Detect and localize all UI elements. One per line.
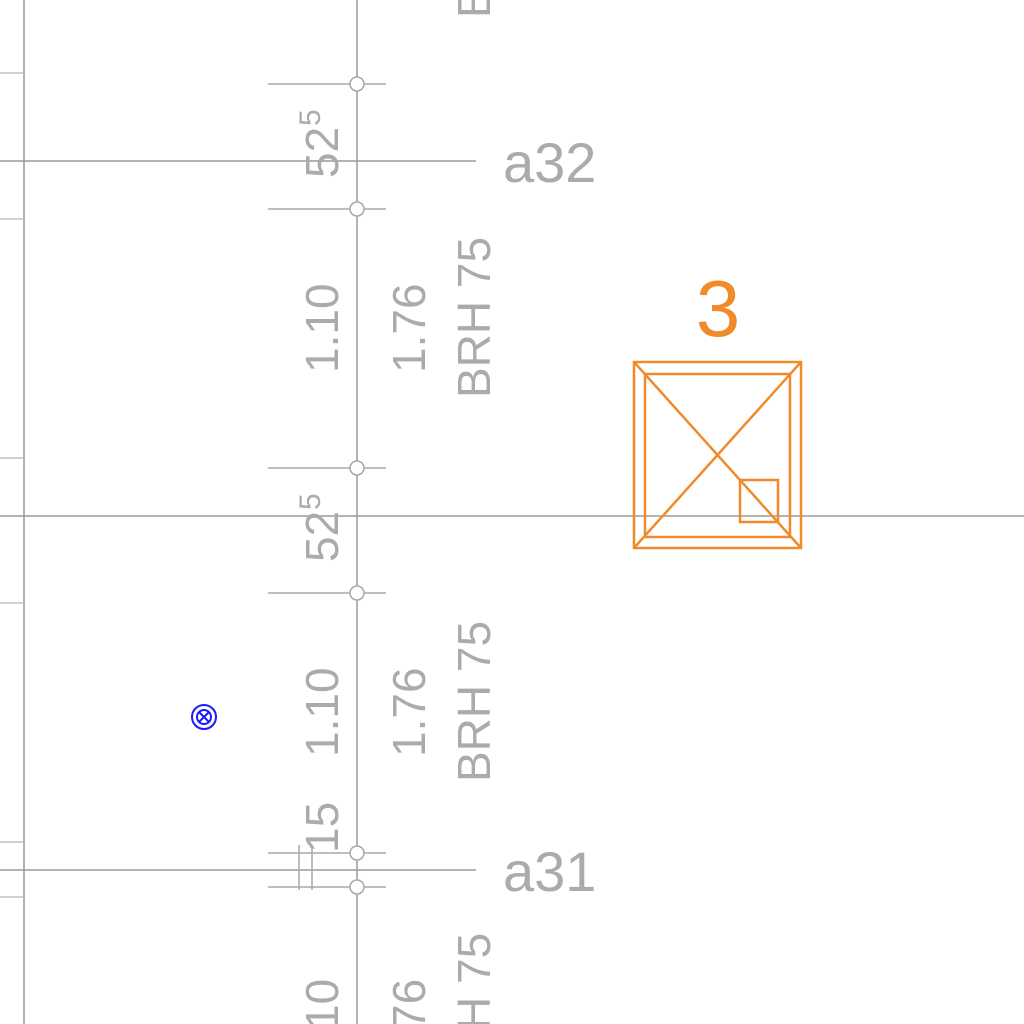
left-wall bbox=[0, 0, 25, 1024]
opening-upper-sill: BRH 75 bbox=[448, 237, 500, 398]
bottom-width-partial: 10 bbox=[296, 979, 348, 1024]
dimension-node bbox=[349, 201, 365, 217]
column-number: 3 bbox=[696, 264, 741, 353]
dimension-line bbox=[268, 0, 386, 1024]
target-marker-icon bbox=[191, 704, 217, 730]
opening-upper-height: 1.76 bbox=[383, 283, 435, 373]
opening-lower-height: 1.76 bbox=[383, 667, 435, 757]
opening-upper-width: 1.10 bbox=[296, 283, 348, 373]
grid-label-a31: a31 bbox=[503, 840, 596, 903]
svg-text:52: 52 bbox=[296, 127, 348, 178]
segment-upper-dimension: 52 5 bbox=[294, 109, 348, 178]
dimension-node bbox=[349, 76, 365, 92]
column-symbol bbox=[632, 360, 803, 550]
svg-text:5: 5 bbox=[294, 493, 327, 510]
grid-axes bbox=[0, 160, 1024, 871]
opening-lower-width: 1.10 bbox=[296, 667, 348, 757]
grid-label-a32: a32 bbox=[503, 131, 596, 194]
opening-lower-sill: BRH 75 bbox=[448, 621, 500, 782]
dimension-node bbox=[349, 845, 365, 861]
dimension-node bbox=[349, 460, 365, 476]
svg-text:5: 5 bbox=[294, 109, 327, 126]
column-outer-frame bbox=[632, 360, 803, 550]
bottom-sill-partial: H 75 bbox=[448, 933, 500, 1024]
sill-text-top-partial: B bbox=[448, 0, 500, 18]
svg-text:52: 52 bbox=[296, 511, 348, 562]
column-small-square bbox=[738, 478, 780, 524]
column-inner-frame bbox=[643, 372, 792, 539]
bottom-height-partial: 76 bbox=[383, 979, 435, 1024]
segment-mid-dimension: 52 5 bbox=[294, 493, 348, 562]
segment-small-dimension: 15 bbox=[296, 802, 348, 853]
dimension-node bbox=[349, 879, 365, 895]
dimension-node bbox=[349, 585, 365, 601]
